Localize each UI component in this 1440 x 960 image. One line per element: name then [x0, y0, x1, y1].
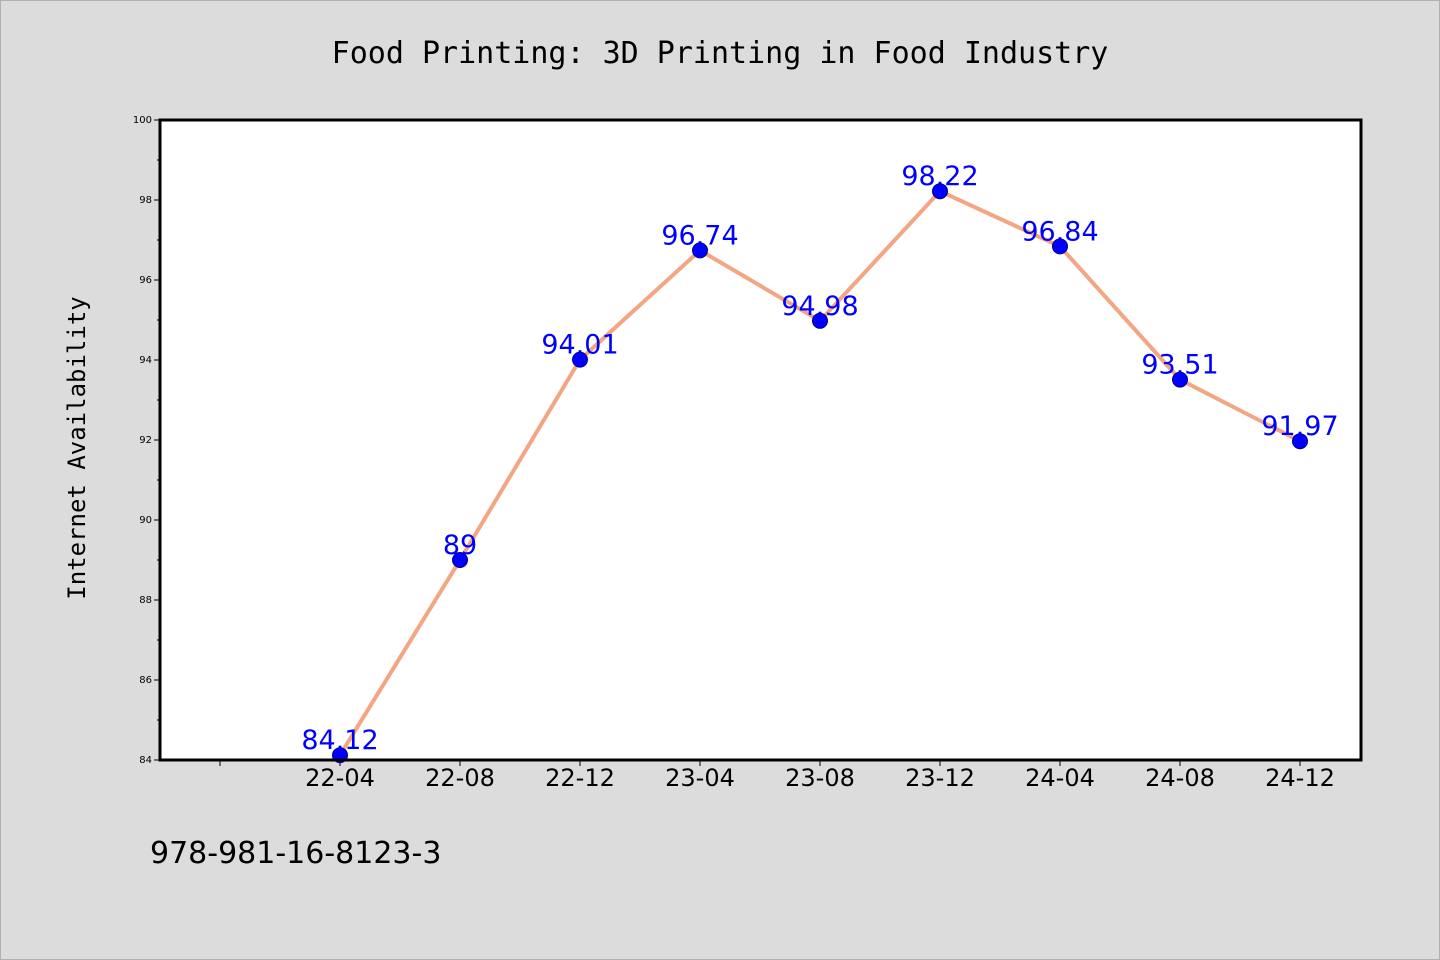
- y-axis-label: Internet Availability: [63, 296, 91, 599]
- chart-title: Food Printing: 3D Printing in Food Indus…: [332, 36, 1109, 71]
- isbn-note: 978-981-16-8123-3: [150, 836, 441, 871]
- y-tick-label: 98: [139, 195, 152, 206]
- plot-frame: [158, 118, 1363, 762]
- x-tick-label: 23-12: [905, 764, 975, 792]
- data-point: [572, 351, 588, 368]
- data-point: [452, 552, 468, 568]
- y-tick-label: 96: [139, 275, 152, 286]
- data-point: [692, 242, 708, 259]
- x-tick-label: 22-08: [425, 764, 495, 792]
- data-point: [1052, 238, 1068, 255]
- x-tick-label: 24-12: [1265, 764, 1335, 792]
- data-point: [1292, 433, 1308, 450]
- y-tick-label: 90: [139, 515, 152, 526]
- x-tick-label: 22-04: [305, 764, 375, 792]
- y-tick-label: 100: [133, 115, 152, 126]
- data-point: [812, 312, 828, 329]
- plot-area: [160, 120, 1361, 760]
- series-layer: 84.128994.0196.7494.9898.2296.8493.5191.…: [301, 161, 1339, 764]
- y-tick-label: 86: [139, 675, 152, 686]
- data-point: [1172, 371, 1188, 388]
- x-tick-label: 24-08: [1145, 764, 1215, 792]
- y-tick-label: 88: [139, 595, 152, 606]
- y-tick-label: 94: [139, 355, 152, 366]
- x-tick-label: 24-04: [1025, 764, 1095, 792]
- axis-ticks: 84 86 88 90 92 94 96 98 100 22-04 22-08 22-12 23-04 2…: [133, 115, 1335, 792]
- x-tick-label: 23-08: [785, 764, 855, 792]
- x-tick-label: 22-12: [545, 764, 615, 792]
- data-point: [932, 183, 948, 200]
- y-tick-label: 84: [139, 755, 152, 766]
- x-tick-label: 23-04: [665, 764, 735, 792]
- y-tick-label: 92: [139, 435, 152, 446]
